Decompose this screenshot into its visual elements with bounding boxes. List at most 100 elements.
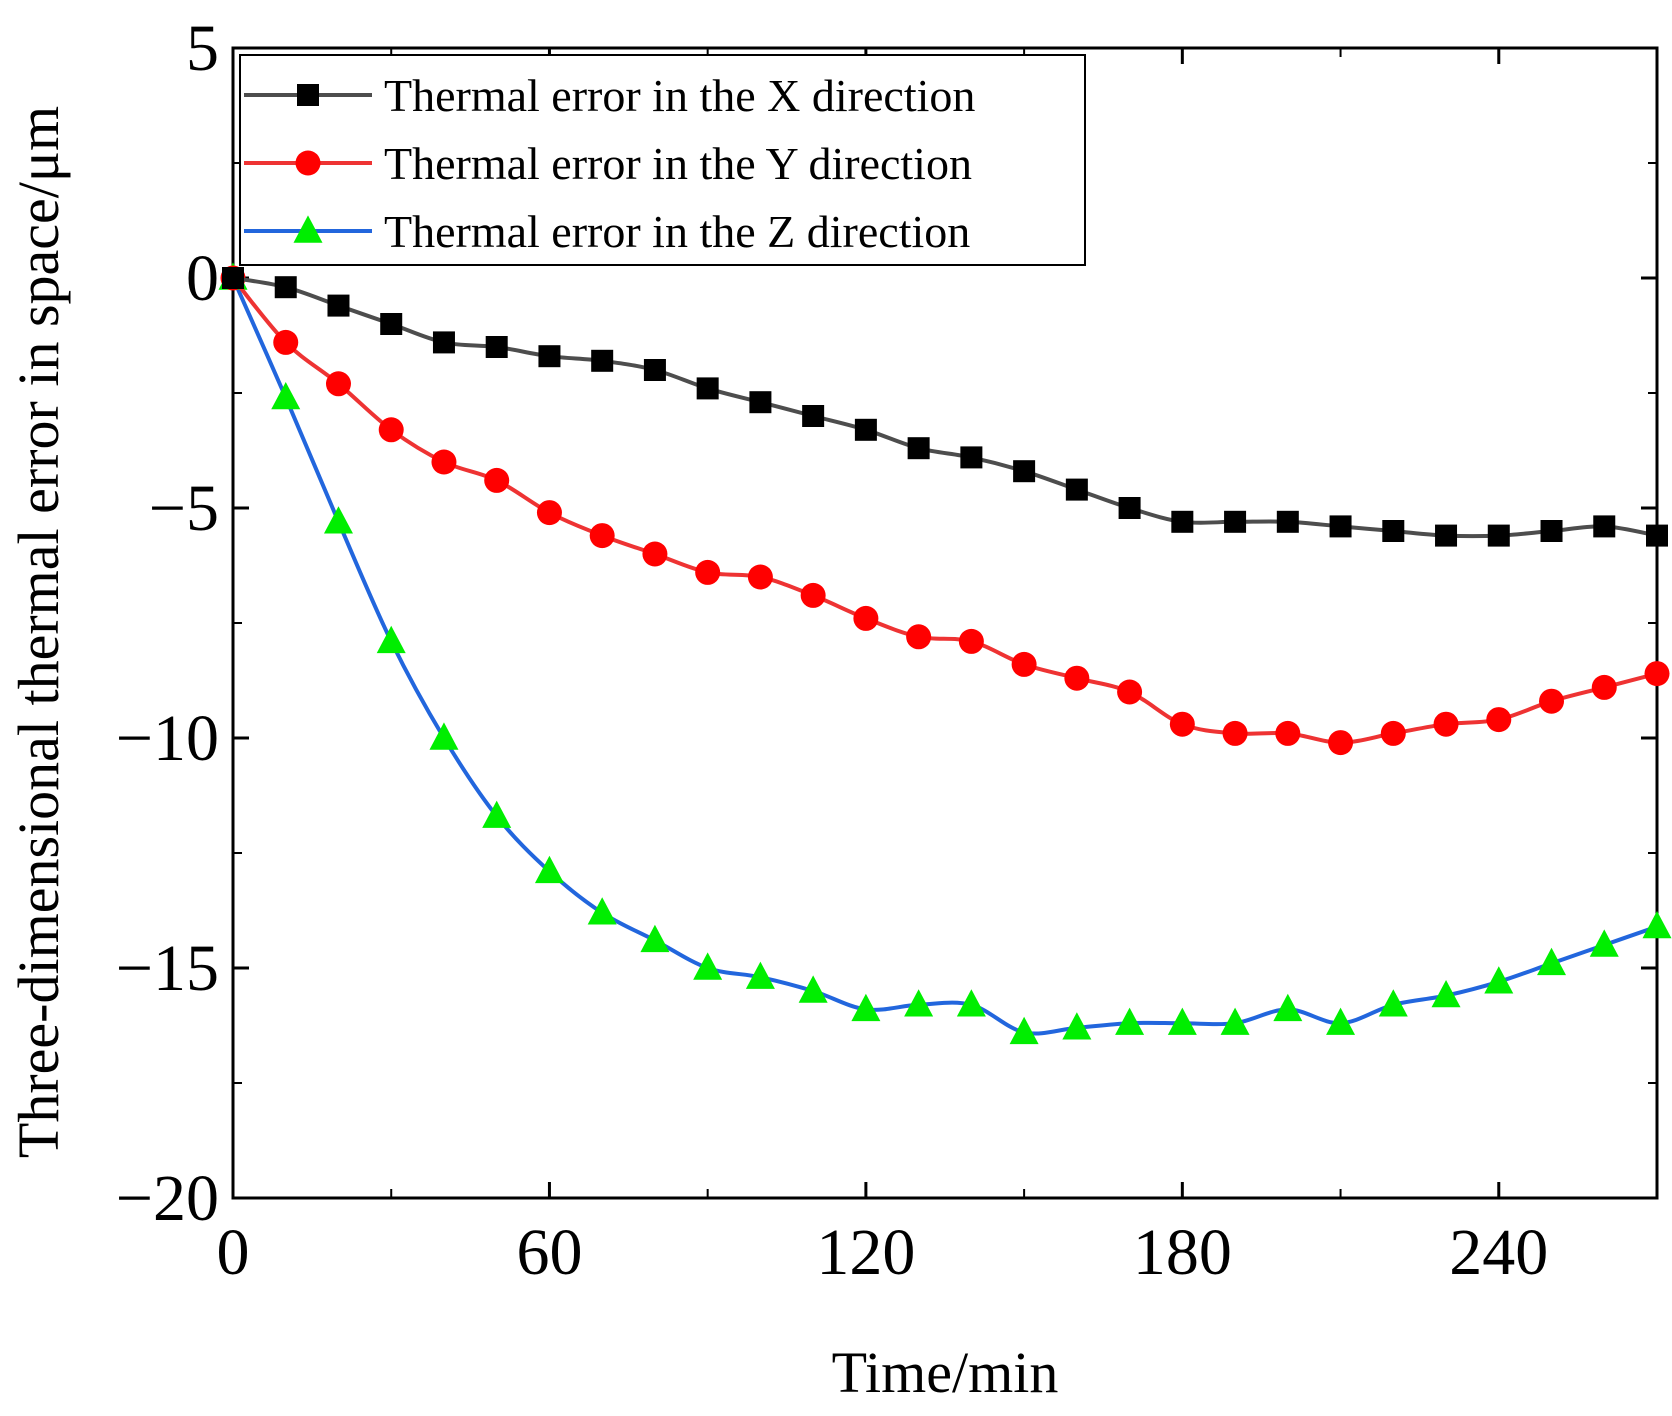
x-axis-title: Time/min: [832, 1340, 1059, 1405]
data-point: [1537, 947, 1567, 976]
data-point: [1589, 929, 1619, 957]
legend-entry: Thermal error in the X direction: [244, 70, 975, 121]
data-point: [589, 523, 615, 549]
data-point: [482, 800, 512, 828]
data-point: [1593, 515, 1616, 538]
data-point: [485, 336, 508, 358]
axis-ticks: 0 60 120 180 240 5 0 −5 −10 −15 −20: [116, 12, 1657, 1289]
data-point: [222, 267, 244, 289]
data-point: [1065, 478, 1088, 501]
x-tick-label: 0: [217, 1216, 250, 1289]
data-point: [273, 329, 299, 355]
data-point: [800, 582, 826, 608]
legend-label: Thermal error in the Z direction: [384, 206, 970, 257]
data-point: [745, 961, 775, 989]
data-point: [1273, 993, 1303, 1022]
legend-box: [239, 54, 1086, 266]
data-point: [1486, 707, 1512, 733]
data-point: [642, 541, 668, 567]
x-tick-label: 180: [1133, 1216, 1232, 1289]
data-point: [380, 313, 403, 335]
y-tick-label: −20: [116, 1162, 219, 1235]
data-point: [587, 897, 617, 925]
data-point: [274, 276, 297, 299]
data-point: [1117, 679, 1143, 705]
data-point: [1644, 661, 1670, 687]
data-point: [538, 345, 561, 368]
data-point: [1118, 497, 1141, 519]
data-point: [1224, 510, 1247, 533]
legend-marker: [293, 215, 323, 243]
data-point: [1115, 1007, 1145, 1035]
data-point: [1435, 524, 1458, 547]
data-point: [1329, 515, 1352, 538]
y-tick-label: −5: [149, 472, 219, 545]
data-point: [956, 989, 986, 1017]
data-point: [1380, 720, 1406, 746]
data-point: [958, 628, 984, 654]
data-point: [1167, 1007, 1197, 1035]
data-point: [376, 625, 406, 654]
data-point: [1013, 460, 1036, 483]
data-point: [640, 924, 670, 953]
data-point: [904, 989, 934, 1017]
data-point: [429, 722, 459, 750]
data-point: [534, 855, 564, 884]
data-point: [1433, 711, 1459, 737]
legend-label: Thermal error in the Y direction: [384, 138, 972, 189]
y-axis-title: Three-dimensional thermal error in space…: [6, 106, 71, 1158]
data-point: [325, 371, 351, 397]
data-point: [432, 331, 455, 354]
data-point: [802, 405, 825, 427]
data-point: [1276, 510, 1299, 533]
x-tick-label: 60: [516, 1216, 582, 1289]
y-tick-label: 5: [186, 12, 219, 85]
data-point: [854, 418, 877, 441]
data-point: [798, 975, 828, 1003]
data-point: [1487, 524, 1510, 547]
data-point: [323, 506, 353, 534]
series-line: [231, 277, 1658, 1036]
data-point: [431, 449, 457, 475]
legend-marker: [297, 84, 319, 106]
data-point: [378, 417, 404, 443]
data-point: [960, 446, 983, 469]
data-point: [536, 500, 562, 526]
data-point: [1539, 688, 1565, 714]
data-point: [1378, 989, 1408, 1017]
x-tick-label: 240: [1449, 1216, 1548, 1289]
data-point: [327, 294, 350, 317]
data-point: [693, 952, 723, 980]
data-point: [1011, 651, 1037, 677]
data-point: [1326, 1007, 1356, 1035]
series-line: [232, 276, 1658, 539]
data-point: [1062, 1012, 1092, 1040]
data-point: [484, 467, 510, 493]
data-point: [1064, 665, 1090, 691]
data-point: [695, 559, 721, 585]
data-point: [1646, 524, 1668, 547]
data-point: [1642, 911, 1672, 939]
series-z-direction: [218, 262, 1672, 1045]
data-point: [1171, 510, 1194, 533]
legend: Thermal error in the X direction Thermal …: [239, 54, 1086, 266]
data-point: [1382, 520, 1405, 542]
data-point: [643, 359, 666, 381]
y-tick-label: −10: [116, 702, 219, 775]
data-point: [1009, 1016, 1039, 1045]
y-tick-label: 0: [186, 242, 219, 315]
data-point: [1484, 966, 1514, 994]
data-point: [907, 437, 930, 460]
data-point: [1222, 720, 1248, 746]
y-tick-label: −15: [116, 932, 219, 1005]
data-point: [1431, 980, 1461, 1008]
data-point: [853, 605, 879, 631]
data-point: [1169, 711, 1195, 737]
data-point: [749, 391, 772, 414]
data-point: [851, 993, 881, 1022]
legend-entry: Thermal error in the Y direction: [244, 138, 972, 189]
legend-marker: [295, 150, 321, 176]
data-point: [271, 382, 301, 410]
x-tick-label: 120: [816, 1216, 915, 1289]
data-point: [1220, 1007, 1250, 1035]
